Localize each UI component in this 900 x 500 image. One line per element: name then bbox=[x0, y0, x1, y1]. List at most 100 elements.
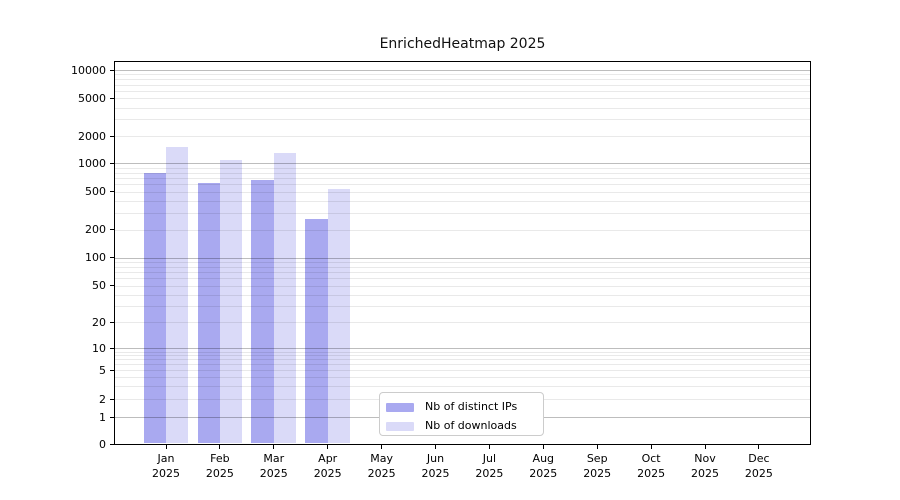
y-tick-label: 1000 bbox=[78, 156, 106, 170]
y-tick-label: 50 bbox=[92, 279, 106, 293]
gridline-minor bbox=[115, 322, 810, 324]
x-tick-label: May 2025 bbox=[367, 452, 396, 480]
x-tick-label: Dec 2025 bbox=[744, 452, 773, 480]
x-tick-label: Apr 2025 bbox=[313, 452, 342, 480]
y-tick-label: 20 bbox=[92, 315, 106, 329]
x-tick-label: Jan 2025 bbox=[152, 452, 180, 480]
y-tick-label: 1 bbox=[99, 410, 106, 424]
y-tick-mark bbox=[110, 285, 114, 287]
gridline-major bbox=[115, 348, 810, 350]
y-tick-label: 200 bbox=[85, 223, 106, 237]
gridline-minor bbox=[115, 285, 810, 287]
legend: Nb of distinct IPs Nb of downloads bbox=[379, 392, 544, 436]
legend-swatch-distinct-ips-icon bbox=[386, 402, 414, 412]
y-tick-mark bbox=[110, 135, 114, 137]
y-tick-label: 10 bbox=[92, 341, 106, 355]
x-tick-mark bbox=[381, 445, 383, 449]
gridline-minor bbox=[115, 261, 810, 263]
x-tick-mark bbox=[650, 445, 652, 449]
y-tick-mark bbox=[110, 191, 114, 193]
legend-item-distinct-ips: Nb of distinct IPs bbox=[386, 398, 543, 416]
y-tick-label: 5 bbox=[99, 363, 106, 377]
x-tick-mark bbox=[758, 445, 760, 449]
gridline-minor bbox=[115, 351, 810, 353]
x-tick-label: Jul 2025 bbox=[475, 452, 504, 480]
gridline-minor bbox=[115, 184, 810, 186]
x-tick-mark bbox=[704, 445, 706, 449]
legend-label-downloads: Nb of downloads bbox=[425, 419, 517, 432]
gridline-minor bbox=[115, 370, 810, 372]
y-tick-mark bbox=[110, 369, 114, 371]
y-tick-label: 500 bbox=[85, 185, 106, 199]
gridline-minor bbox=[115, 201, 810, 203]
bar-distinct-ips bbox=[251, 179, 274, 443]
gridline-minor bbox=[115, 79, 810, 81]
gridline-major bbox=[115, 163, 810, 165]
x-tick-mark bbox=[596, 445, 598, 449]
x-tick-mark bbox=[435, 445, 436, 449]
x-tick-label: Jun 2025 bbox=[421, 452, 450, 480]
gridline-minor bbox=[115, 178, 810, 179]
gridline-minor bbox=[115, 229, 810, 231]
bar-downloads bbox=[219, 159, 243, 443]
x-tick-label: Aug 2025 bbox=[529, 452, 558, 480]
gridline-minor bbox=[115, 359, 810, 361]
x-tick-label: Nov 2025 bbox=[691, 452, 719, 480]
y-tick-mark bbox=[110, 97, 114, 99]
x-tick-label: Feb 2025 bbox=[205, 452, 234, 480]
x-tick-label: Oct 2025 bbox=[637, 452, 666, 480]
y-tick-label: 100 bbox=[85, 251, 106, 265]
gridline-minor bbox=[115, 136, 810, 138]
gridline-minor bbox=[115, 107, 810, 109]
x-tick-mark bbox=[219, 445, 221, 449]
y-tick-label: 0 bbox=[99, 437, 106, 451]
gridline-minor bbox=[115, 278, 810, 280]
y-tick-mark bbox=[110, 69, 114, 71]
y-tick-mark bbox=[110, 229, 114, 231]
gridline-minor bbox=[115, 306, 810, 308]
x-tick-label: Mar 2025 bbox=[259, 452, 288, 480]
y-tick-mark bbox=[110, 162, 114, 164]
bar-downloads bbox=[166, 146, 189, 443]
gridline-minor bbox=[115, 84, 810, 86]
gridline-major bbox=[115, 257, 810, 259]
x-tick-mark bbox=[165, 445, 167, 449]
x-tick-mark bbox=[327, 445, 329, 449]
y-tick-mark bbox=[110, 416, 114, 418]
gridline-minor bbox=[115, 90, 810, 92]
bar-distinct-ips bbox=[143, 173, 166, 443]
gridline-minor bbox=[115, 294, 810, 296]
chart-title: EnrichedHeatmap 2025 bbox=[379, 36, 546, 52]
x-tick-label: Sep 2025 bbox=[583, 452, 612, 480]
gridline-minor bbox=[115, 272, 810, 274]
y-tick-label: 5000 bbox=[78, 91, 106, 105]
plot-area: Nb of distinct IPs Nb of downloads bbox=[114, 61, 811, 445]
gridline-minor bbox=[115, 212, 810, 214]
x-tick-mark bbox=[542, 445, 544, 449]
gridline-minor bbox=[115, 172, 810, 174]
gridline-minor bbox=[115, 119, 810, 121]
bar-downloads bbox=[273, 152, 297, 443]
gridline-major bbox=[115, 70, 810, 72]
gridline-minor bbox=[115, 386, 810, 388]
gridline-minor bbox=[115, 355, 810, 357]
legend-label-distinct-ips: Nb of distinct IPs bbox=[425, 400, 518, 413]
legend-item-downloads: Nb of downloads bbox=[386, 417, 543, 435]
gridline-minor bbox=[115, 377, 810, 379]
y-tick-label: 10000 bbox=[71, 63, 106, 77]
y-tick-label: 2 bbox=[99, 392, 106, 406]
bar-distinct-ips bbox=[197, 183, 220, 443]
y-tick-mark bbox=[110, 347, 114, 349]
gridline-minor bbox=[115, 364, 810, 366]
y-tick-mark bbox=[110, 257, 114, 259]
bar-downloads bbox=[327, 189, 351, 443]
gridline-minor bbox=[115, 191, 810, 193]
gridline-minor bbox=[115, 74, 810, 76]
y-tick-label: 2000 bbox=[78, 129, 106, 143]
x-tick-mark bbox=[273, 445, 275, 449]
gridline-minor bbox=[115, 266, 810, 268]
gridline-minor bbox=[115, 167, 810, 169]
bar-distinct-ips bbox=[305, 218, 328, 443]
gridline-minor bbox=[115, 98, 810, 100]
y-tick-mark bbox=[110, 321, 114, 323]
